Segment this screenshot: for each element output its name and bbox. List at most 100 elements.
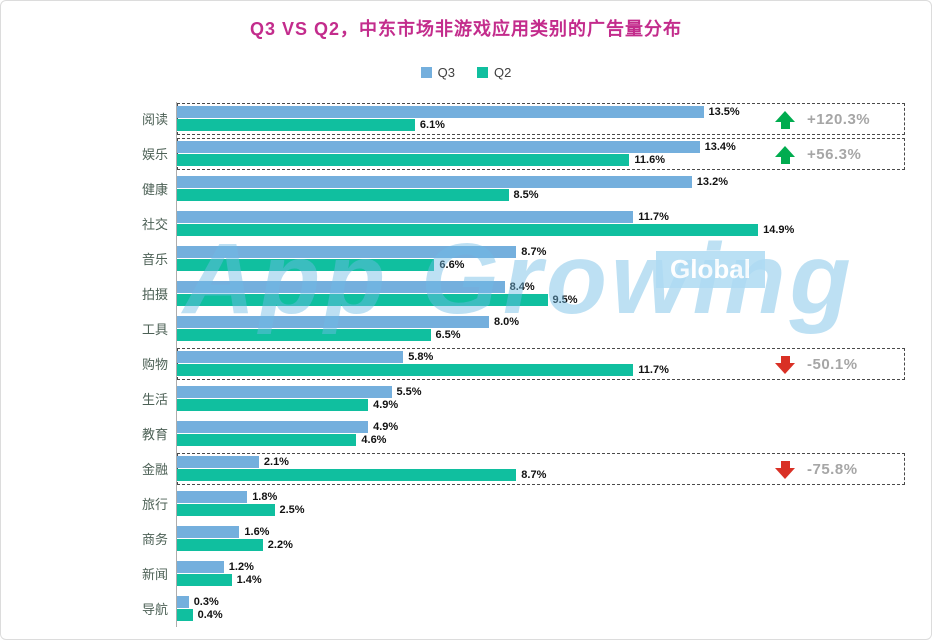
- bar-q3: [177, 316, 489, 328]
- bar-q2: [177, 154, 630, 166]
- change-annotation: -75.8%: [775, 452, 858, 487]
- category-label: 音乐: [141, 252, 168, 267]
- arrow-up-icon: [775, 145, 795, 164]
- arrow-stem: [780, 156, 790, 164]
- chart-row: 教育 4.9% 4.6%: [1, 417, 931, 452]
- bar-q2: [177, 189, 509, 201]
- change-value: -50.1%: [807, 356, 858, 373]
- chart-row: 健康 13.2% 8.5%: [1, 172, 931, 207]
- chart-row: 导航 0.3% 0.4%: [1, 592, 931, 627]
- bar-q3: [177, 351, 404, 363]
- value-label: 13.4%: [704, 141, 736, 153]
- change-annotation: +56.3%: [775, 137, 861, 172]
- bar-q3: [177, 211, 634, 223]
- category-label: 健康: [141, 182, 168, 197]
- category-label: 购物: [141, 357, 168, 372]
- bar-q3: [177, 526, 240, 538]
- value-label: 2.2%: [267, 539, 293, 551]
- arrow-head: [775, 467, 795, 479]
- bar-q2: [177, 609, 193, 621]
- category-bars: 0.3% 0.4%: [176, 592, 931, 627]
- category-bars: +120.3% 13.5% 6.1%: [176, 102, 931, 137]
- bar-q3: [177, 281, 505, 293]
- category-label: 阅读: [141, 112, 168, 127]
- bar-q2: [177, 539, 263, 551]
- category-bars: 1.8% 2.5%: [176, 487, 931, 522]
- category-bars: 8.0% 6.5%: [176, 312, 931, 347]
- chart-row: 工具 8.0% 6.5%: [1, 312, 931, 347]
- category-label: 娱乐: [141, 147, 168, 162]
- bar-chart: 阅读 +120.3% 13.5% 6.1% 娱乐 +56.3% 13.4% 11.6% 健康 13…: [1, 102, 931, 627]
- value-label: 1.2%: [228, 561, 254, 573]
- value-label: 5.5%: [396, 386, 422, 398]
- bar-q3: [177, 456, 259, 468]
- category-bars: 8.7% 6.6%: [176, 242, 931, 277]
- bar-q3: [177, 176, 692, 188]
- chart-row: 阅读 +120.3% 13.5% 6.1%: [1, 102, 931, 137]
- chart-rows: 阅读 +120.3% 13.5% 6.1% 娱乐 +56.3% 13.4% 11.6% 健康 13…: [1, 102, 931, 627]
- legend-item-q2: Q2: [477, 65, 511, 80]
- value-label: 5.8%: [408, 351, 434, 363]
- category-bars: -75.8% 2.1% 8.7%: [176, 452, 931, 487]
- chart-row: 生活 5.5% 4.9%: [1, 382, 931, 417]
- value-label: 11.7%: [638, 211, 669, 223]
- chart-row: 金融 -75.8% 2.1% 8.7%: [1, 452, 931, 487]
- category-bars: 4.9% 4.6%: [176, 417, 931, 452]
- value-label: 13.5%: [708, 106, 740, 118]
- legend-item-q3: Q3: [420, 65, 455, 80]
- value-label: 8.4%: [509, 281, 535, 293]
- change-value: +56.3%: [807, 146, 862, 163]
- value-label: 4.6%: [361, 434, 387, 446]
- chart-row: 新闻 1.2% 1.4%: [1, 557, 931, 592]
- category-label: 新闻: [141, 567, 168, 582]
- legend-label-q2: Q2: [494, 65, 512, 80]
- bar-q2: [177, 329, 431, 341]
- value-label: 2.1%: [263, 456, 289, 468]
- value-label: 1.6%: [244, 526, 270, 538]
- q2-swatch-icon: [477, 67, 488, 78]
- q3-swatch-icon: [420, 67, 432, 78]
- category-label: 生活: [141, 392, 168, 407]
- chart-row: 社交 11.7% 14.9%: [1, 207, 931, 242]
- bar-q2: [177, 434, 357, 446]
- category-label: 导航: [141, 602, 168, 617]
- arrow-down-icon: [775, 355, 795, 374]
- value-label: 11.7%: [638, 364, 669, 376]
- value-label: 8.0%: [494, 316, 520, 328]
- value-label: 14.9%: [763, 224, 795, 236]
- arrow-head: [775, 362, 795, 374]
- arrow-head: [775, 145, 795, 157]
- category-bars: -50.1% 5.8% 11.7%: [176, 347, 931, 382]
- category-bars: 8.4% 9.5%: [176, 277, 931, 312]
- chart-row: 商务 1.6% 2.2%: [1, 522, 931, 557]
- legend: Q3 Q2: [1, 65, 931, 80]
- category-label: 拍摄: [141, 287, 168, 302]
- arrow-stem: [780, 460, 790, 468]
- bar-q2: [177, 259, 435, 271]
- bar-q3: [177, 386, 392, 398]
- value-label: 2.5%: [279, 504, 305, 516]
- bar-q3: [177, 141, 700, 153]
- value-label: 0.3%: [193, 596, 219, 608]
- chart-row: 拍摄 8.4% 9.5%: [1, 277, 931, 312]
- bar-q2: [177, 504, 275, 516]
- change-annotation: -50.1%: [775, 347, 858, 382]
- category-label: 旅行: [141, 497, 168, 512]
- arrow-up-icon: [775, 110, 795, 129]
- category-bars: 1.6% 2.2%: [176, 522, 931, 557]
- value-label: 8.7%: [521, 469, 547, 481]
- value-label: 4.9%: [373, 399, 399, 411]
- value-label: 1.8%: [252, 491, 278, 503]
- value-label: 8.7%: [521, 246, 547, 258]
- category-label: 教育: [141, 427, 168, 442]
- bar-q2: [177, 119, 415, 131]
- value-label: 6.6%: [439, 259, 465, 271]
- bar-q3: [177, 421, 369, 433]
- bar-q3: [177, 491, 248, 503]
- value-label: 6.1%: [419, 119, 445, 131]
- arrow-stem: [780, 355, 790, 363]
- category-label: 商务: [141, 532, 168, 547]
- value-label: 8.5%: [513, 189, 539, 201]
- change-value: +120.3%: [807, 111, 871, 128]
